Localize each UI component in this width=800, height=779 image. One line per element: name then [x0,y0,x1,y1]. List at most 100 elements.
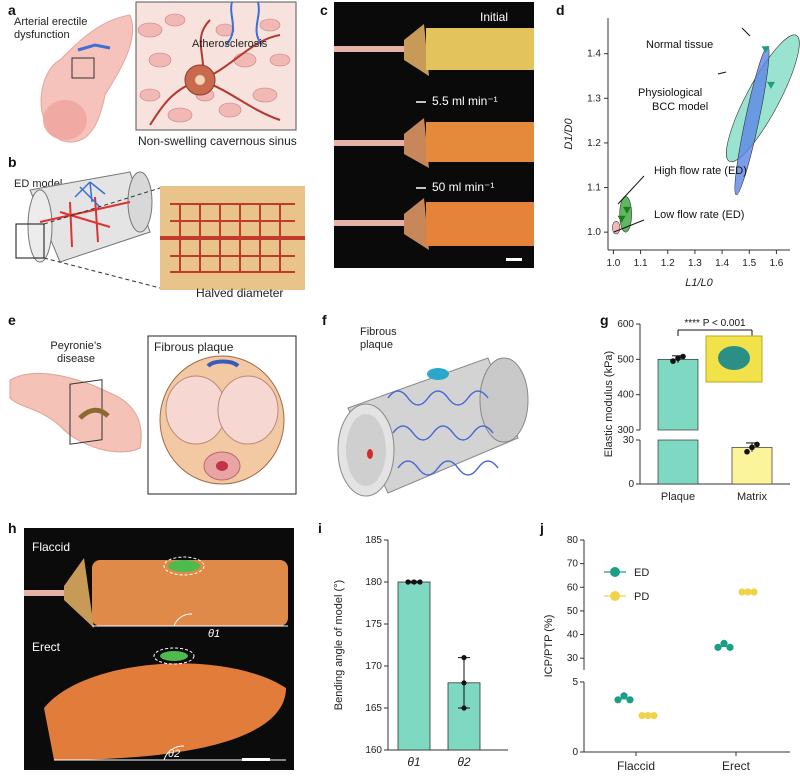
annotation-arrow [741,27,751,37]
y-tick-label: 180 [365,577,382,588]
plaque-inset-blob [718,346,750,370]
data-point [744,448,750,455]
data-point [461,655,467,661]
vessel-network [160,186,305,290]
legend-label: PD [634,591,649,603]
anatomy-illustration-a [40,1,297,143]
y-tick-label: 600 [617,319,634,330]
annotation-arrow [613,219,645,233]
theta1-label: θ1 [208,628,221,640]
significance-label: **** P < 0.001 [684,318,746,329]
annotation-arrow [717,71,727,75]
peyronie-illustration [9,335,297,495]
bar [731,446,773,485]
data-point [750,588,758,596]
panel-label-e: e [8,312,16,328]
x-tick-label: 1.6 [769,258,783,269]
data-point [744,588,752,596]
data-point [417,579,423,585]
erect-label: Erect [32,640,61,654]
annotation-label: Normal tissue [646,39,713,51]
data-point [670,358,676,364]
panel-label-j: j [540,520,544,536]
region-ellipse [612,221,621,235]
annotation-label: Physiological [638,87,702,99]
chart-j: 30 40 50 60 70 80 0 5 ICP/PTP (%) Flaccid Erect ED P… [543,535,790,773]
chart-g: 300 400 500 600 0 30 Elastic modulus (kPa) Plaq… [603,318,790,503]
panel-label-h: h [8,520,17,536]
data-point [626,696,634,704]
panel-label-i: i [318,520,322,536]
data-point [461,705,467,711]
data-point [680,353,686,360]
data-point [614,696,622,704]
y-tick-label: 40 [567,630,579,641]
x-tick-label: 1.3 [688,258,702,269]
y-tick-label: 1.3 [587,93,601,104]
y-tick-label: 80 [567,535,579,546]
bar [397,581,431,751]
y-tick-label: 1.1 [587,183,601,194]
x-axis-title: L1/L0 [685,277,713,289]
y-tick-label: 175 [365,619,382,630]
panel-h-photo: Flaccid Erect θ1 θ2 [24,528,294,770]
legend-label: ED [634,567,649,579]
cavernous-sinus-caption: Non-swelling cavernous sinus [138,134,297,148]
x-tick-label: Plaque [661,491,695,503]
y-axis-title: ICP/PTP (%) [543,615,555,678]
chart-i: 160 165 170 175 180 185 Bending angle of model… [333,535,508,769]
data-point [720,639,728,647]
x-tick-label: 1.1 [634,258,648,269]
data-point [461,680,467,686]
x-tick-label: 1.0 [606,258,620,269]
legend-marker [610,591,620,601]
y-tick-label: 50 [567,606,579,617]
y-tick-label: 1.0 [587,227,601,238]
data-point [754,441,760,448]
y-axis-title: D1/D0 [563,118,575,150]
peyronie-label: Peyronie’s disease [50,340,102,365]
y-tick-label: 160 [365,745,382,756]
data-point [675,355,681,362]
data-point [761,46,770,54]
theta2-label: θ2 [168,748,181,760]
x-tick-label: 1.5 [742,258,756,269]
data-point [620,692,628,700]
data-point [623,206,632,214]
x-tick-label: θ1 [407,755,420,769]
y-tick-label: 70 [567,559,579,570]
data-point [738,588,746,596]
panel-label-f: f [322,312,327,328]
y-tick-label: 1.2 [587,138,601,149]
halved-diameter-label: Halved diameter [196,286,284,300]
bar-lower [657,439,699,485]
atherosclerosis-label: Atherosclerosis [192,38,268,50]
ed-model-photo [160,186,305,290]
annotation-arrow [617,175,645,205]
flaccid-label: Flaccid [32,540,71,554]
y-tick-label: 300 [617,425,634,436]
panel-label-c: c [320,2,328,18]
panel-b: b ED model Halved diameter [0,152,310,302]
bending-models [24,556,288,761]
data-point [766,81,775,89]
panel-a: a Arterial erectile dysfunction Atherosc… [0,0,300,150]
annotation-label: Low flow rate (ED) [654,209,744,221]
plaque-model-cylinder [337,357,529,497]
legend-marker [610,567,620,577]
y-tick-label: 400 [617,390,634,401]
data-point [644,712,652,720]
y-tick-label: 165 [365,703,382,714]
panel-label-g: g [600,312,609,328]
flow-models [334,24,534,261]
data-point [714,643,722,651]
panel-label-d: d [556,2,565,18]
initial-label: Initial [480,10,509,24]
y-axis-title: Bending angle of model (°) [333,580,345,710]
y-axis-title: Elastic modulus (kPa) [603,351,615,457]
y-tick-label: 60 [567,582,579,593]
flow-rate-2-label: 50 ml min⁻¹ [432,180,495,194]
x-tick-label: 1.4 [715,258,729,269]
panel-f: f Fibrous plaque [318,308,548,500]
data-point [749,444,755,451]
